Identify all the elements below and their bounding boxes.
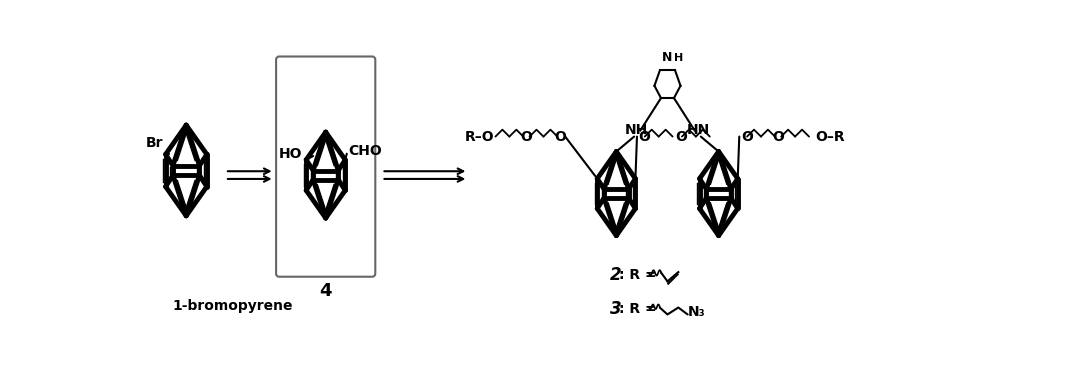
- Text: : R =: : R =: [618, 268, 656, 282]
- Text: CHO: CHO: [348, 144, 382, 158]
- Text: NH: NH: [625, 123, 648, 138]
- Text: 3: 3: [610, 300, 622, 318]
- Text: O: O: [772, 130, 784, 144]
- Text: H: H: [674, 53, 682, 63]
- Text: HN: HN: [687, 123, 710, 138]
- Text: O: O: [520, 130, 532, 144]
- Text: 1-bromopyrene: 1-bromopyrene: [172, 299, 293, 313]
- Text: HO: HO: [279, 147, 302, 161]
- Text: O: O: [676, 130, 688, 144]
- Text: 4: 4: [319, 282, 332, 299]
- Text: Br: Br: [145, 136, 163, 150]
- Text: N₃: N₃: [688, 305, 705, 319]
- FancyBboxPatch shape: [277, 56, 375, 277]
- Text: N: N: [662, 51, 673, 64]
- Text: : R =: : R =: [618, 302, 656, 316]
- Text: O: O: [741, 130, 753, 144]
- Text: O: O: [554, 130, 566, 144]
- Text: O–R: O–R: [815, 130, 845, 144]
- Text: O: O: [639, 130, 650, 144]
- Text: 2: 2: [610, 266, 622, 284]
- Text: R–O: R–O: [465, 130, 494, 144]
